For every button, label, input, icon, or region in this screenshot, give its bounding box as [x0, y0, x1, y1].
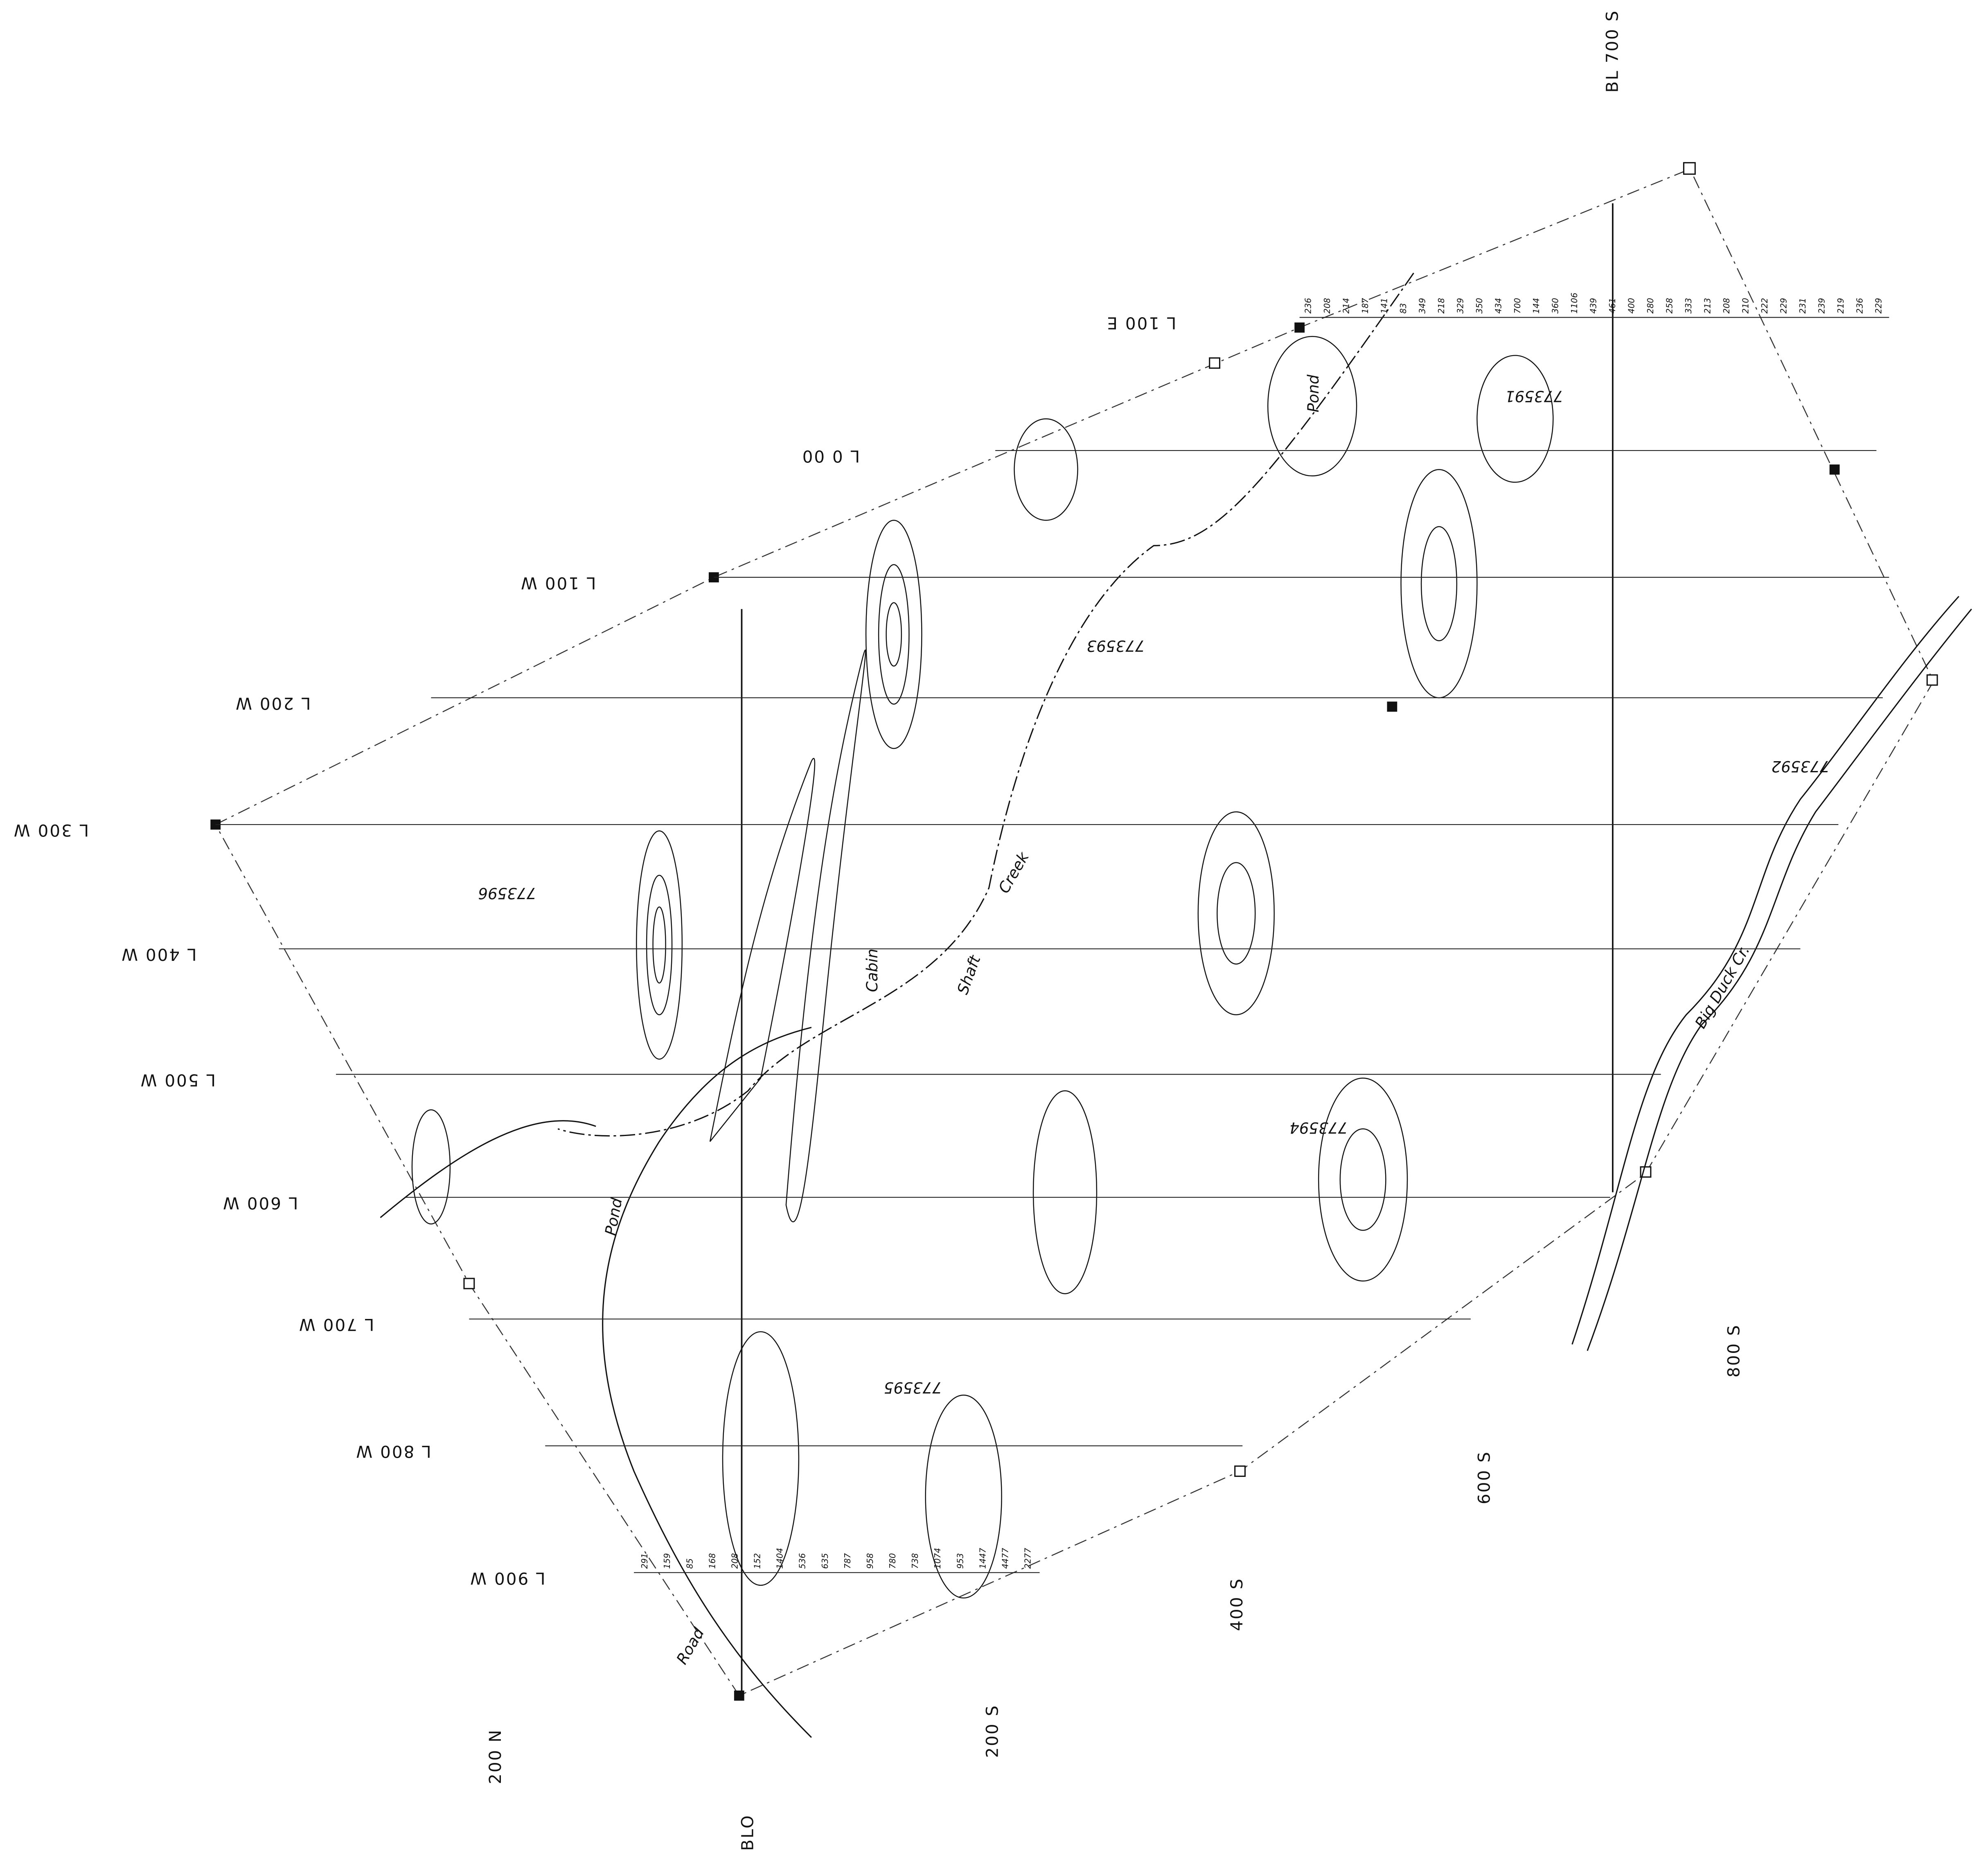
reading: 213 [1702, 298, 1712, 313]
reading: 229 [1778, 298, 1788, 313]
reading: 4477 [1000, 1548, 1010, 1569]
line-label: L 500 W [140, 1070, 216, 1089]
reading: 141 [1379, 298, 1389, 313]
reading: 439 [1589, 298, 1598, 313]
feature-label: Pond [1304, 374, 1322, 413]
reading: 953 [955, 1553, 965, 1569]
line-label: L 400 W [120, 945, 196, 964]
baseline-label: BL 700 S [1603, 10, 1622, 93]
reading: 400 [1627, 298, 1636, 313]
reading: 350 [1474, 298, 1484, 313]
reading: 434 [1493, 298, 1503, 313]
claim-number: 773594 [1289, 1119, 1348, 1137]
reading: 85 [685, 1558, 694, 1569]
station-label: 200 S [983, 1704, 1002, 1758]
line-label: L 300 W [13, 821, 89, 839]
reading: 349 [1417, 298, 1427, 313]
line-label: L 900 W [469, 1569, 545, 1587]
reading: 236 [1855, 298, 1864, 313]
line-label: L 100 W [520, 573, 596, 592]
reading: 780 [888, 1553, 897, 1569]
feature-label: Cabin [863, 949, 881, 992]
reading: 2277 [1023, 1548, 1033, 1569]
reading: 700 [1512, 298, 1522, 313]
reading: 333 [1684, 298, 1693, 313]
reading: 787 [843, 1553, 852, 1569]
reading: 229 [1874, 298, 1884, 313]
reading: 152 [753, 1553, 762, 1569]
baseline-label: BLO [738, 1814, 757, 1851]
reading: 1447 [978, 1548, 987, 1569]
reading: 208 [1322, 298, 1332, 313]
reading: 208 [1722, 298, 1731, 313]
reading: 236 [1303, 298, 1313, 313]
claim-number: 773595 [884, 1379, 942, 1397]
reading: 738 [910, 1553, 920, 1569]
reading: 239 [1817, 298, 1826, 313]
claim-number: 773592 [1772, 757, 1830, 775]
line-label: L 0 00 [801, 446, 860, 465]
reading: 214 [1341, 298, 1351, 313]
reading: 219 [1836, 298, 1846, 313]
station-label: 800 S [1725, 1324, 1744, 1377]
claim-number: 773596 [478, 884, 536, 902]
reading: 461 [1607, 298, 1617, 313]
reading: 231 [1798, 298, 1808, 313]
reading: 159 [662, 1553, 672, 1569]
reading: 536 [798, 1553, 807, 1569]
station-label: 200 N [486, 1729, 505, 1784]
claim-number: 773593 [1087, 637, 1145, 655]
claim-number: 773591 [1505, 387, 1563, 405]
reading: 258 [1665, 298, 1675, 313]
reading: 291 [640, 1553, 649, 1569]
survey-map: L 100 E 236 208 214 187 141 83 349 218 329 350 434 7… [0, 0, 1988, 1871]
reading: 218 [1436, 298, 1446, 313]
reading: 208 [730, 1553, 739, 1569]
reading: 958 [865, 1553, 875, 1569]
line-label: L 600 W [222, 1193, 298, 1212]
reading: 187 [1360, 298, 1370, 314]
reading: 329 [1455, 298, 1465, 313]
reading: 83 [1398, 303, 1408, 314]
background [0, 0, 1988, 1871]
line-label: L 700 W [298, 1315, 374, 1334]
station-label: 600 S [1475, 1451, 1494, 1504]
reading: 210 [1740, 298, 1750, 313]
reading: 1404 [775, 1548, 785, 1569]
page: {"baselines": [{"label": "BL 700 S"}, {"… [0, 0, 1988, 1871]
line-label: L 800 W [355, 1442, 431, 1461]
reading: 1074 [933, 1548, 942, 1569]
reading: 280 [1645, 298, 1655, 313]
station-label: 400 S [1228, 1578, 1246, 1631]
reading: 168 [707, 1553, 717, 1569]
reading: 1106 [1569, 293, 1579, 313]
reading: 222 [1760, 298, 1769, 313]
reading: 144 [1531, 298, 1541, 313]
line-label: L 100 E [1106, 313, 1176, 332]
line-label: L 200 W [234, 694, 311, 712]
reading: 360 [1551, 298, 1560, 313]
reading: 635 [820, 1553, 830, 1569]
